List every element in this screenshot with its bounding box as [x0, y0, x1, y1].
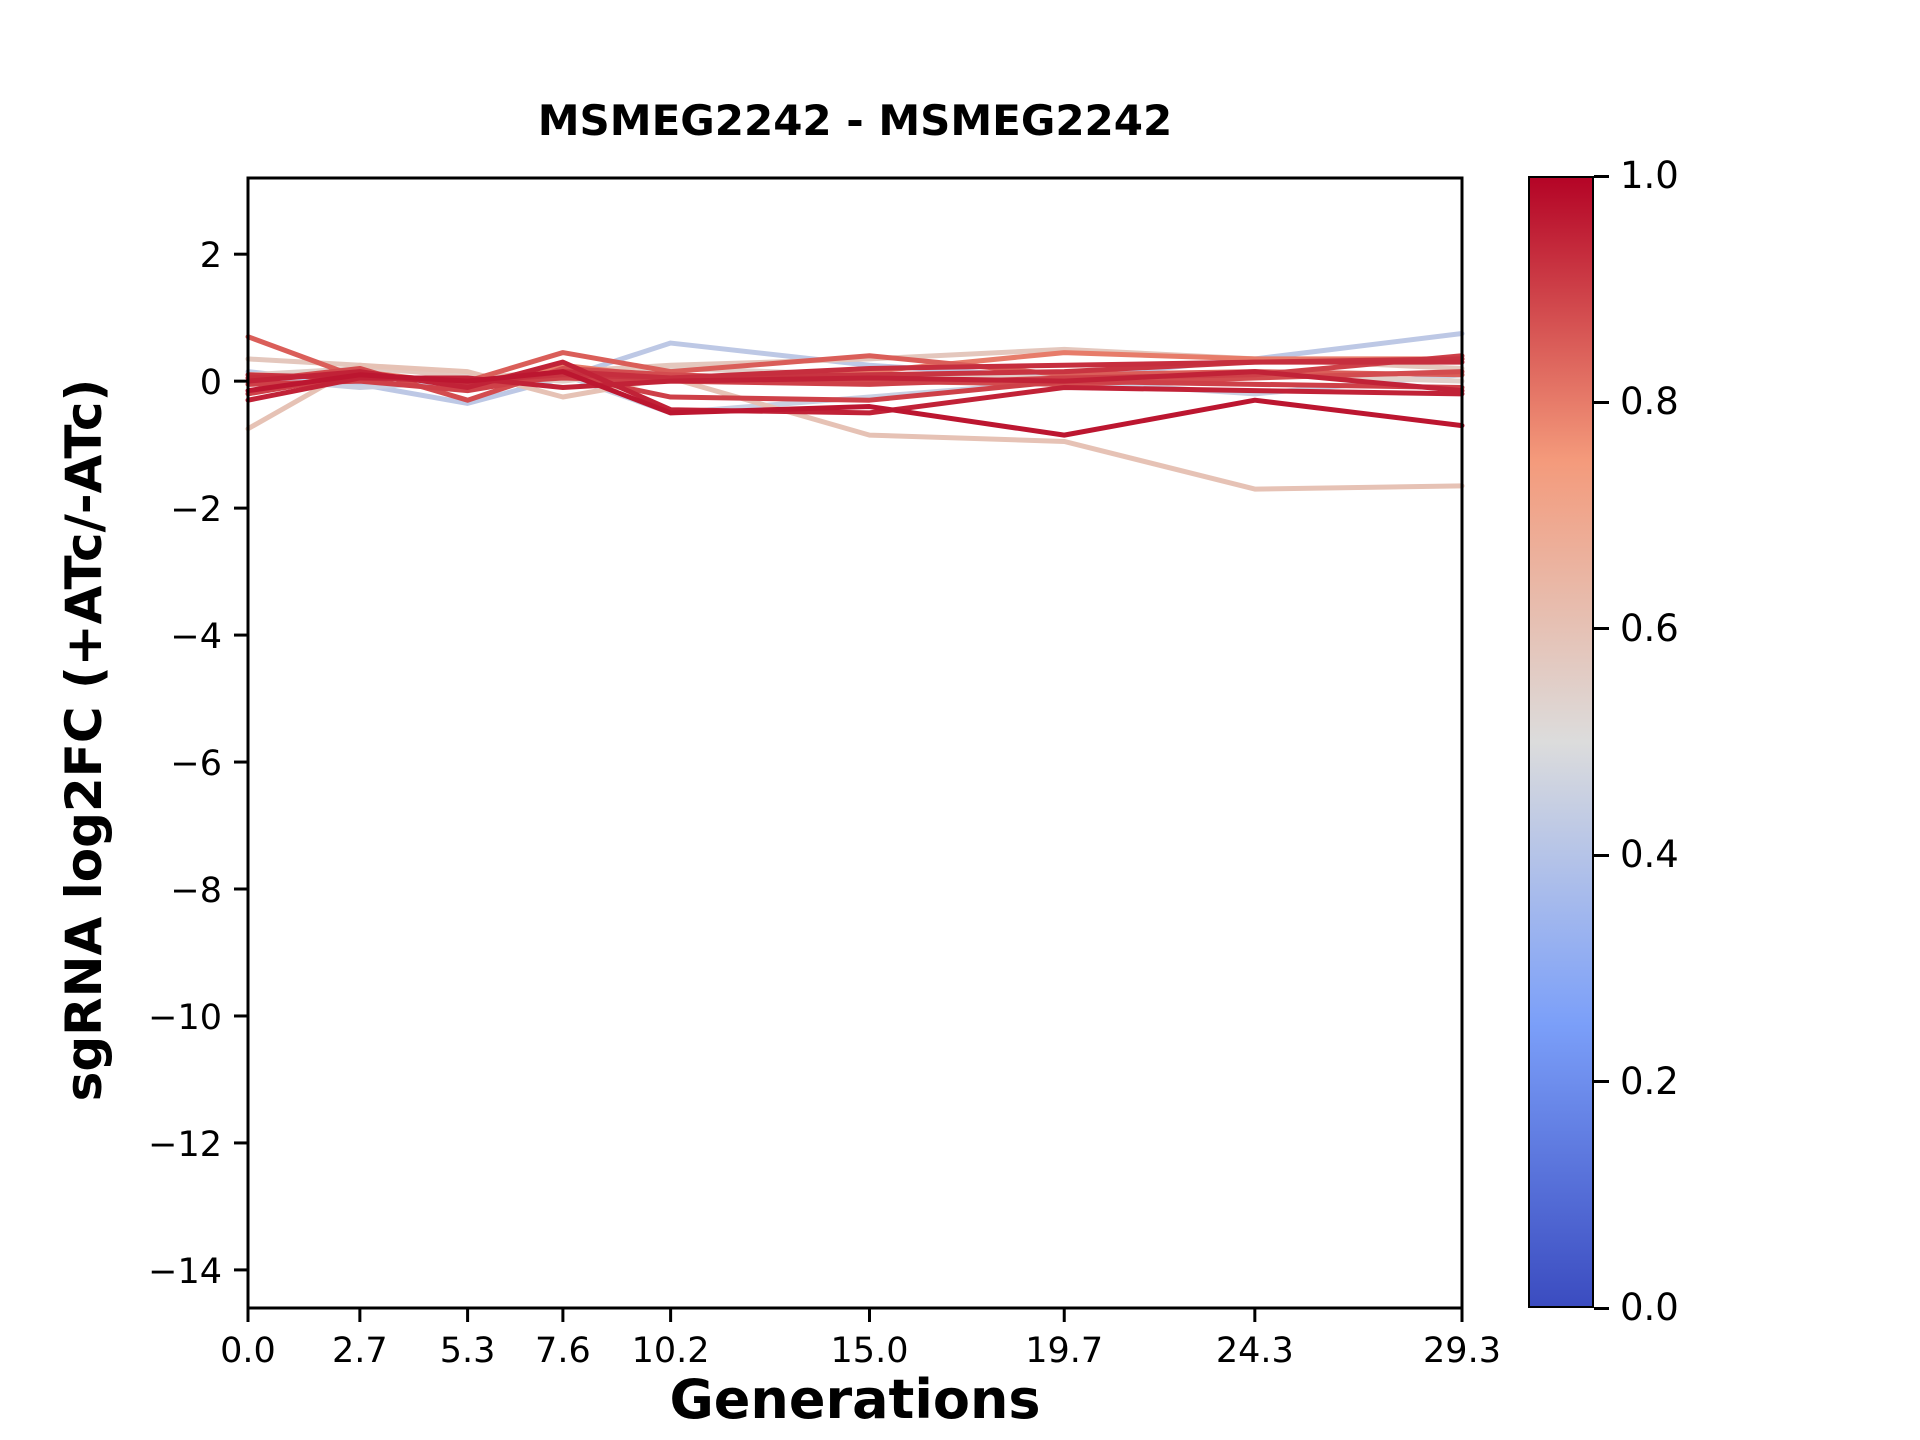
- colorbar-tick-mark: [1594, 627, 1609, 631]
- y-tick-label: −10: [148, 998, 222, 1038]
- y-tick-label: 2: [200, 236, 222, 276]
- colorbar-gradient: [1528, 176, 1594, 1308]
- colorbar-tick-label: 0.4: [1620, 833, 1679, 877]
- x-tick-label: 10.2: [632, 1331, 710, 1371]
- colorbar-tick-label: 0.6: [1620, 606, 1679, 650]
- colorbar-tick-mark: [1594, 1080, 1609, 1084]
- x-tick-label: 15.0: [831, 1331, 909, 1371]
- colorbar-tick-label: 0.2: [1620, 1059, 1679, 1103]
- x-tick-label: 7.6: [535, 1331, 591, 1371]
- chart-title: MSMEG2242 - MSMEG2242: [537, 96, 1173, 145]
- y-tick-label: −8: [170, 871, 222, 911]
- y-tick-label: −4: [170, 617, 222, 657]
- y-tick-label: 0: [200, 363, 222, 403]
- colorbar-tick-mark: [1594, 174, 1609, 178]
- x-tick-label: 2.7: [332, 1331, 388, 1371]
- colorbar-tick-mark: [1594, 1306, 1609, 1310]
- y-tick-label: −12: [148, 1125, 222, 1165]
- colorbar-tick-mark: [1594, 853, 1609, 857]
- y-tick-label: −14: [148, 1252, 222, 1292]
- colorbar-tick-label: 1.0: [1620, 154, 1679, 197]
- x-tick-label: 5.3: [440, 1331, 496, 1371]
- sgrna-line: [245, 372, 1465, 403]
- colorbar-tick-label: 0.8: [1620, 380, 1679, 424]
- x-tick-label: 0.0: [220, 1331, 276, 1371]
- y-tick-label: −6: [170, 744, 222, 784]
- x-tick-label: 24.3: [1216, 1331, 1294, 1371]
- colorbar-tick-mark: [1594, 400, 1609, 404]
- axes-box: [246, 176, 1464, 1310]
- x-tick-label: 19.7: [1025, 1331, 1103, 1371]
- sgrna-line: [245, 369, 1465, 438]
- y-tick-label: −2: [170, 490, 222, 530]
- colorbar-tick-label: 0.0: [1620, 1286, 1679, 1329]
- x-tick-label: 29.3: [1423, 1331, 1501, 1371]
- x-axis-label: Generations: [669, 1368, 1041, 1431]
